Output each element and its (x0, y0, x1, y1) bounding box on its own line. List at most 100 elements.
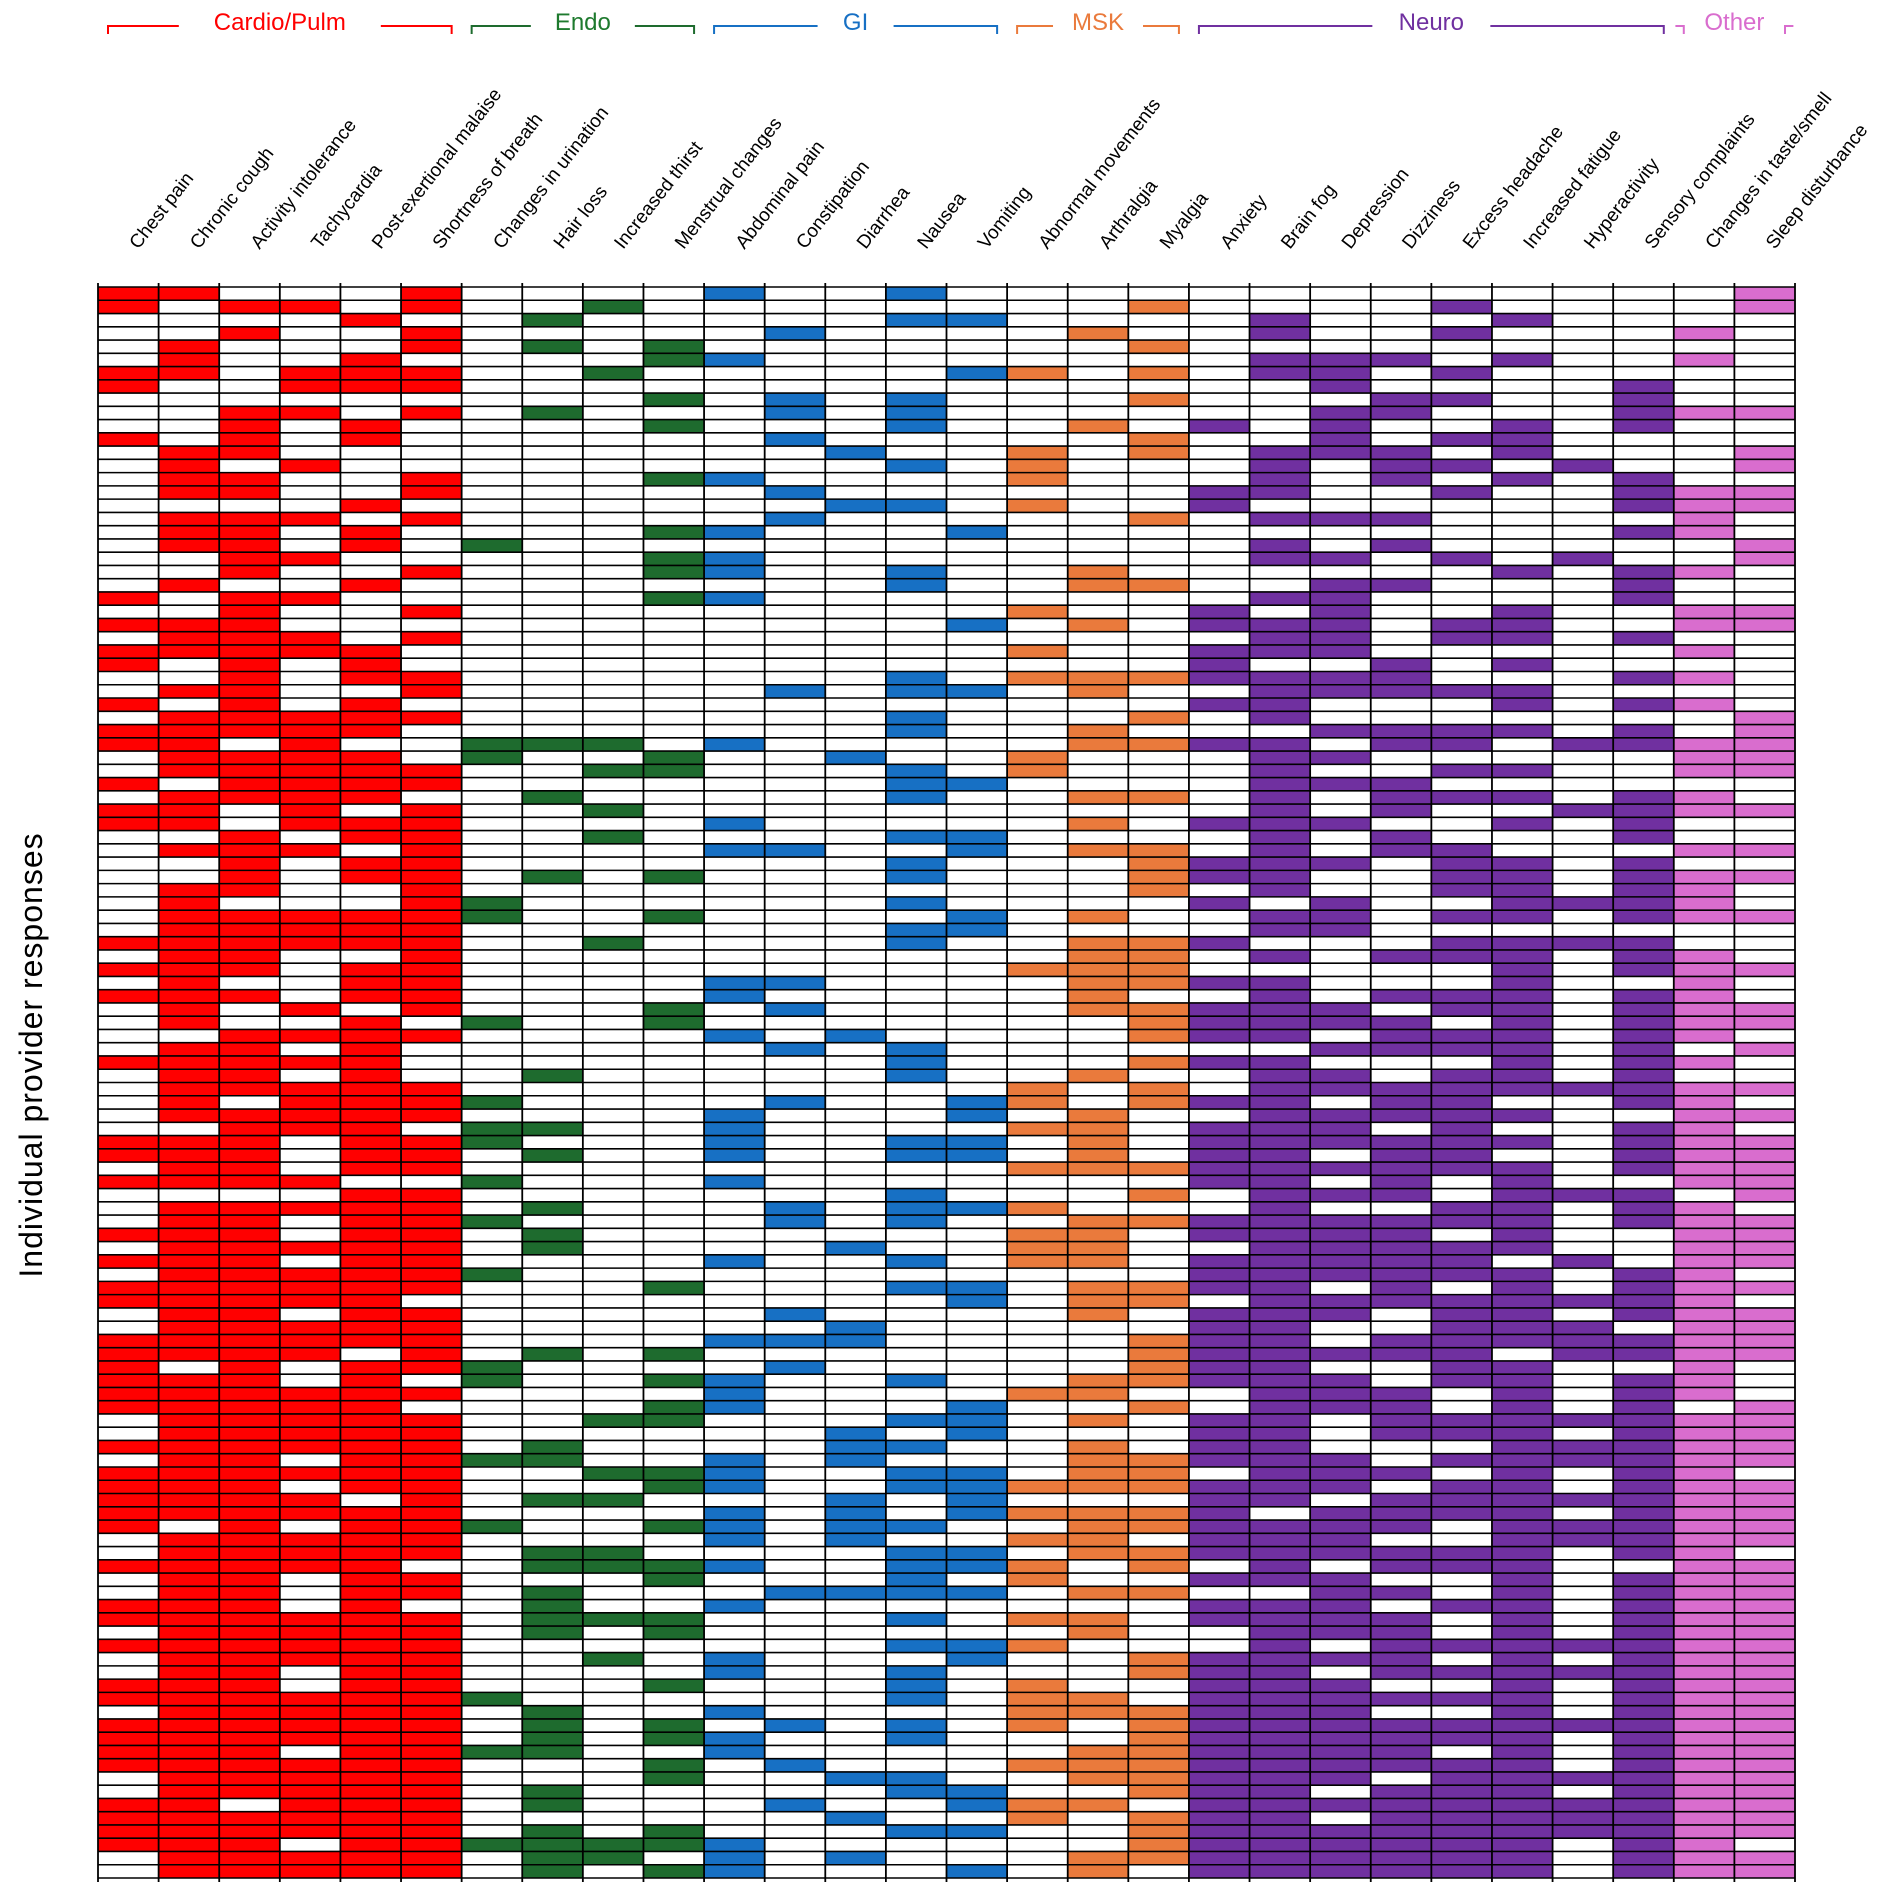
heatmap-cell (219, 1241, 280, 1255)
column-label-abnormal-movements: Abnormal movements (1035, 95, 1165, 254)
heatmap-cell (340, 1864, 402, 1878)
heatmap-cell (158, 1268, 220, 1282)
heatmap-cell (885, 1573, 947, 1587)
heatmap-cell (643, 393, 705, 407)
heatmap-cell (98, 1480, 159, 1494)
heatmap-cell (1613, 989, 1674, 1003)
heatmap-cell (401, 1228, 462, 1242)
heatmap-cell (1491, 605, 1553, 619)
heatmap-cell (1249, 1215, 1311, 1229)
heatmap-cell (401, 1798, 462, 1812)
heatmap-cell (1491, 1268, 1553, 1282)
heatmap-cell (1734, 1771, 1795, 1786)
heatmap-cell (219, 910, 280, 924)
heatmap-cell (1431, 1493, 1492, 1507)
heatmap-cell (98, 804, 159, 818)
heatmap-cell (1370, 684, 1432, 699)
heatmap-cell (340, 1082, 402, 1096)
heatmap-cell (1673, 949, 1735, 964)
heatmap-cell (704, 525, 765, 539)
heatmap-cell (1249, 1175, 1311, 1189)
heatmap-cell (1249, 949, 1311, 964)
heatmap-cell (401, 870, 462, 884)
heatmap-cell (1431, 870, 1492, 884)
heatmap-cell (1491, 1360, 1553, 1375)
heatmap-cell (401, 406, 462, 420)
heatmap-cell (1370, 1215, 1432, 1229)
heatmap-cell (643, 1281, 705, 1295)
heatmap-cell (1188, 618, 1250, 632)
group-bracket-left (107, 25, 179, 34)
heatmap-cell (158, 1175, 220, 1189)
heatmap-cell (1613, 817, 1674, 831)
column-label-sensory-complaints: Sensory complaints (1641, 109, 1760, 253)
heatmap-cell (279, 1201, 341, 1216)
heatmap-cell (1249, 1413, 1311, 1428)
heatmap-cell (340, 1533, 402, 1547)
heatmap-cell (825, 1241, 886, 1255)
heatmap-cell (1249, 684, 1311, 699)
heatmap-cell (1007, 1798, 1068, 1812)
heatmap-cell (885, 406, 947, 420)
heatmap-cell (1552, 1188, 1614, 1202)
heatmap-cell (1613, 578, 1674, 592)
heatmap-cell (340, 1718, 402, 1733)
heatmap-cell (1673, 963, 1735, 977)
heatmap-cell (401, 1307, 462, 1322)
heatmap-cell (1613, 1705, 1674, 1719)
heatmap-cell (1431, 1692, 1492, 1706)
heatmap-cell (1249, 1069, 1311, 1083)
heatmap-cell (158, 1679, 220, 1693)
heatmap-cell (1188, 1453, 1250, 1467)
heatmap-cell (401, 631, 462, 645)
heatmap-cell (582, 830, 644, 844)
heatmap-cell (885, 1069, 947, 1083)
heatmap-cell (1431, 949, 1492, 964)
heatmap-cell (401, 1334, 462, 1348)
heatmap-cell (1491, 724, 1553, 738)
heatmap-cell (1128, 1771, 1189, 1786)
heatmap-cell (1673, 1745, 1735, 1759)
heatmap-cell (1734, 1042, 1795, 1056)
heatmap-cell (1673, 764, 1735, 778)
heatmap-cell (340, 1215, 402, 1229)
heatmap-cell (98, 1745, 159, 1759)
heatmap-cell (643, 1374, 705, 1388)
heatmap-cell (401, 857, 462, 871)
heatmap-cell (1128, 1718, 1189, 1733)
heatmap-cell (764, 1042, 826, 1056)
heatmap-cell (1613, 1042, 1674, 1056)
heatmap-cell (1128, 976, 1189, 990)
heatmap-cell (885, 1466, 947, 1481)
heatmap-cell (1128, 1466, 1189, 1481)
heatmap-cell (1128, 1824, 1189, 1839)
heatmap-cell (582, 1652, 644, 1666)
heatmap-cell (279, 1546, 341, 1560)
heatmap-cell (158, 1573, 220, 1587)
heatmap-cell (158, 963, 220, 977)
heatmap-cell (1613, 1453, 1674, 1467)
heatmap-cell (1673, 1758, 1735, 1772)
heatmap-cell (1249, 1480, 1311, 1494)
heatmap-cell (219, 711, 280, 725)
heatmap-cell (1067, 1294, 1129, 1308)
heatmap-cell (1491, 1732, 1553, 1746)
heatmap-cell (1673, 1864, 1735, 1878)
heatmap-cell (279, 512, 341, 526)
heatmap-cells (98, 287, 1795, 1878)
heatmap-cell (1188, 658, 1250, 672)
group-bracket-right (1143, 25, 1180, 34)
heatmap-cell (1067, 1480, 1129, 1494)
heatmap-cell (1734, 1281, 1795, 1295)
heatmap-cell (340, 1109, 402, 1123)
heatmap-cell (1249, 737, 1311, 752)
heatmap-cell (1249, 512, 1311, 526)
heatmap-cell (1249, 751, 1311, 765)
heatmap-cell (401, 1135, 462, 1149)
heatmap-cell (1370, 1387, 1432, 1401)
heatmap-cell (1491, 1374, 1553, 1388)
heatmap-cell (1673, 896, 1735, 911)
heatmap-cell (1310, 432, 1371, 447)
heatmap-cell (1734, 724, 1795, 738)
heatmap-cell (582, 1559, 644, 1574)
